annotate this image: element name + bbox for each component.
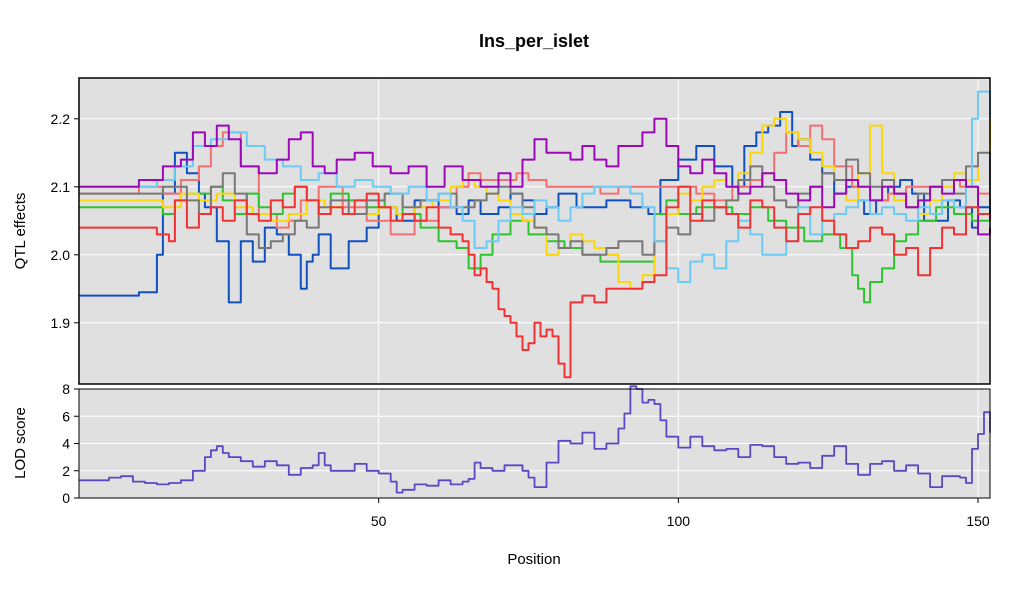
lod-y-tick-label: 4 (62, 436, 70, 452)
chart-title: Ins_per_islet (479, 31, 589, 51)
effects-y-tick-label: 1.9 (51, 315, 71, 331)
lod-series-group (79, 385, 991, 494)
effects-panel-frame (78, 77, 991, 385)
lod-series-line-1 (79, 385, 991, 494)
x-axis-label: Position (507, 551, 560, 568)
lod-y-tick-label: 8 (62, 381, 70, 397)
lod-y-ticks: 0 2 4 6 8 (62, 381, 79, 506)
effects-y-axis-label: QTL effects (12, 193, 29, 270)
x-tick-label: 150 (966, 513, 990, 529)
effects-series-group (79, 90, 991, 379)
effects-y-ticks: 1.9 2.0 2.1 2.2 (51, 111, 79, 331)
effects-series-line-3 (79, 185, 991, 304)
lod-y-tick-label: 0 (62, 490, 70, 506)
effects-series-line-4 (79, 117, 991, 290)
effects-series-line-8 (79, 185, 991, 379)
effects-y-tick-label: 2.2 (51, 111, 71, 127)
lod-y-tick-label: 6 (62, 408, 70, 424)
effects-series-line-6 (79, 90, 991, 283)
x-tick-label: 100 (667, 513, 691, 529)
lod-y-axis-label: LOD score (12, 407, 29, 479)
x-tick-label: 50 (371, 513, 387, 529)
lod-y-tick-label: 2 (62, 463, 70, 479)
effects-y-tick-label: 2.1 (51, 179, 71, 195)
effects-series-line-7 (79, 117, 991, 236)
x-ticks: 50 100 150 (371, 498, 990, 529)
effects-y-tick-label: 2.0 (51, 247, 71, 263)
effects-series-line-5 (79, 151, 991, 256)
